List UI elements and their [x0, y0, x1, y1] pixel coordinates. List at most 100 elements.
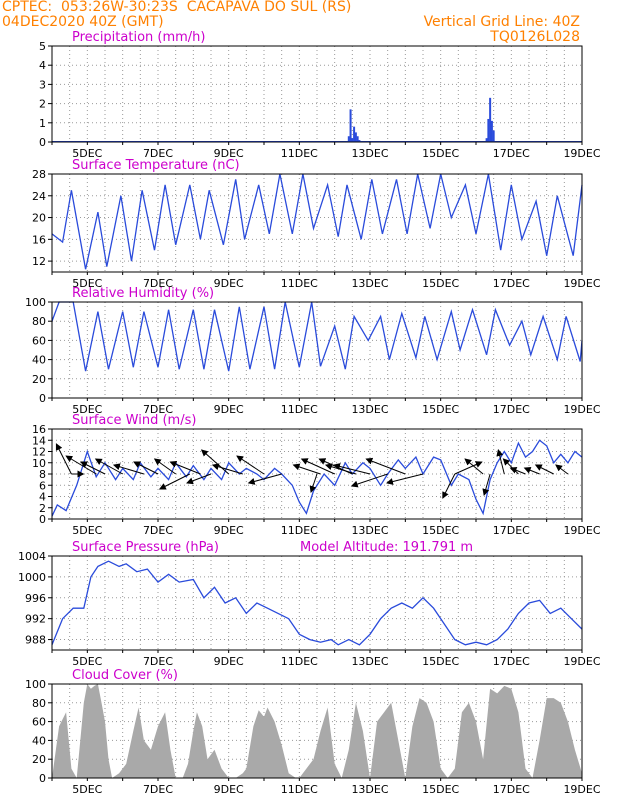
- panel-2: [48, 173, 583, 275]
- y-tick-label: 16: [32, 233, 46, 246]
- y-tick-label: 12: [32, 255, 46, 268]
- x-tick-label: 17DEC: [493, 655, 530, 668]
- x-tick-label: 19DEC: [563, 783, 600, 796]
- x-tick-label: 13DEC: [351, 524, 388, 537]
- y-tick-label: 2: [39, 502, 46, 515]
- wind-vector-arrow: [386, 473, 424, 485]
- wind-vector-arrow: [555, 464, 569, 475]
- x-tick-label: 15DEC: [422, 655, 459, 668]
- precip-bar: [354, 132, 357, 142]
- wind-vector-arrow: [247, 473, 282, 485]
- y-tick-label: 16: [32, 423, 46, 436]
- x-tick-label: 5DEC: [72, 147, 102, 160]
- wind-vector-arrow: [80, 461, 106, 475]
- x-tick-label: 17DEC: [493, 403, 530, 416]
- y-tick-label: 1004: [18, 550, 46, 563]
- x-tick-label: 5DEC: [72, 403, 102, 416]
- series-line-4: [51, 439, 583, 517]
- x-tick-label: 17DEC: [493, 783, 530, 796]
- precip-bar: [356, 136, 359, 142]
- x-tick-label: 17DEC: [493, 147, 530, 160]
- x-tick-label: 11DEC: [281, 147, 318, 160]
- x-tick-label: 9DEC: [214, 783, 244, 796]
- precip-bar: [485, 138, 488, 142]
- wind-vector-arrow: [442, 473, 456, 499]
- grid-line-note: Vertical Grid Line: 40Z: [423, 14, 580, 30]
- wind-vector-arrow: [350, 473, 388, 488]
- panel-title: Precipitation (mm/h): [72, 30, 205, 45]
- y-tick-label: 10: [32, 457, 46, 470]
- panel-title: Surface Pressure (hPa): [72, 540, 219, 555]
- x-tick-label: 13DEC: [351, 147, 388, 160]
- wind-vector-arrow: [365, 457, 406, 475]
- x-tick-label: 5DEC: [72, 783, 102, 796]
- y-tick-label: 100: [25, 296, 46, 309]
- panel-title: Surface Temperature (nC): [72, 158, 240, 173]
- x-tick-label: 17DEC: [493, 524, 530, 537]
- wind-vector-arrow: [200, 449, 230, 475]
- x-tick-label: 13DEC: [351, 403, 388, 416]
- precip-bar: [353, 126, 356, 142]
- y-tick-label: 20: [32, 753, 46, 766]
- wind-vector-arrow: [482, 473, 491, 496]
- station-title: CPTEC: 053:26W-30:23S CACAPAVA DO SUL (R…: [2, 0, 352, 15]
- x-tick-label: 9DEC: [214, 655, 244, 668]
- y-tick-label: 100: [25, 678, 46, 691]
- y-tick-label: 0: [39, 772, 46, 785]
- precip-bar: [490, 120, 493, 142]
- wind-vector-arrow: [112, 463, 145, 475]
- x-tick-label: 11DEC: [281, 655, 318, 668]
- x-tick-label: 13DEC: [351, 783, 388, 796]
- x-tick-label: 13DEC: [351, 277, 388, 290]
- panel-title: Cloud Cover (%): [72, 668, 178, 683]
- precip-bar: [492, 130, 495, 142]
- x-tick-label: 15DEC: [422, 147, 459, 160]
- y-tick-label: 20: [32, 373, 46, 386]
- wind-vector-arrow: [496, 449, 505, 475]
- x-tick-label: 19DEC: [563, 147, 600, 160]
- x-tick-label: 9DEC: [214, 147, 244, 160]
- x-tick-label: 9DEC: [214, 524, 244, 537]
- x-tick-label: 9DEC: [214, 277, 244, 290]
- y-tick-label: 1: [39, 117, 46, 130]
- x-tick-label: 7DEC: [143, 277, 173, 290]
- x-tick-label: 19DEC: [563, 277, 600, 290]
- x-tick-label: 15DEC: [422, 277, 459, 290]
- plot-frame: [51, 173, 583, 273]
- plot-frame: [51, 555, 583, 651]
- x-tick-label: 5DEC: [72, 277, 102, 290]
- wind-vector-arrow: [324, 463, 357, 475]
- y-tick-label: 0: [39, 513, 46, 526]
- series-line-2: [51, 173, 583, 270]
- wind-vector-arrow: [55, 443, 72, 475]
- wind-vector-arrow: [153, 458, 176, 475]
- y-tick-label: 2: [39, 98, 46, 111]
- wind-vector-arrow: [169, 460, 201, 475]
- y-tick-label: 996: [25, 592, 46, 605]
- y-tick-label: 20: [32, 212, 46, 225]
- y-tick-label: 60: [32, 334, 46, 347]
- x-tick-label: 19DEC: [563, 524, 600, 537]
- y-tick-label: 8: [39, 468, 46, 481]
- y-tick-label: 1000: [18, 571, 46, 584]
- panel-annotation: Model Altitude: 191.791 m: [300, 540, 473, 555]
- plot-frame: [51, 683, 583, 779]
- wind-vector-arrow: [534, 464, 554, 475]
- precip-bar: [351, 138, 354, 142]
- y-tick-label: 60: [32, 716, 46, 729]
- x-tick-label: 19DEC: [563, 655, 600, 668]
- panel-1: [48, 45, 583, 145]
- x-tick-label: 7DEC: [143, 524, 173, 537]
- y-tick-label: 12: [32, 446, 46, 459]
- x-tick-label: 11DEC: [281, 783, 318, 796]
- y-tick-label: 5: [39, 40, 46, 53]
- x-tick-label: 7DEC: [143, 655, 173, 668]
- x-tick-label: 15DEC: [422, 524, 459, 537]
- wind-vector-arrow: [509, 466, 526, 475]
- y-tick-label: 80: [32, 697, 46, 710]
- precip-bar: [349, 109, 352, 142]
- x-tick-label: 5DEC: [72, 524, 102, 537]
- wind-vector-arrow: [236, 455, 265, 475]
- x-tick-label: 7DEC: [143, 783, 173, 796]
- wind-vector-arrow: [309, 473, 318, 493]
